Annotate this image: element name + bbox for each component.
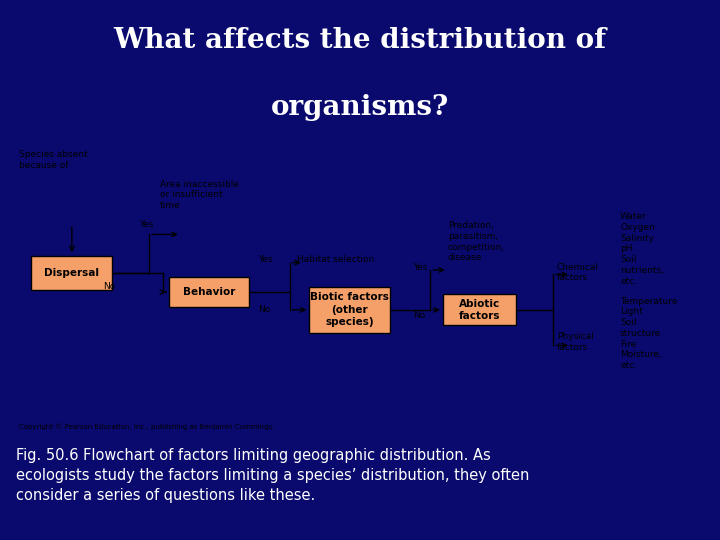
Text: Temperature
Light
Soil
structure
Fire
Moisture,
etc.: Temperature Light Soil structure Fire Mo… <box>620 296 678 370</box>
Text: Abiotic
factors: Abiotic factors <box>459 299 500 321</box>
Text: No: No <box>104 282 116 291</box>
Text: Biotic factors
(other
species): Biotic factors (other species) <box>310 293 389 327</box>
Text: Copyright © Pearson Education, Inc., publishing as Benjamin Cummings.: Copyright © Pearson Education, Inc., pub… <box>19 424 274 430</box>
FancyBboxPatch shape <box>32 256 112 290</box>
Text: Water
Oxygen
Salinity
pH
Soil
nutrients,
etc.: Water Oxygen Salinity pH Soil nutrients,… <box>620 212 664 286</box>
FancyBboxPatch shape <box>309 287 390 333</box>
Text: Yes: Yes <box>258 255 272 264</box>
Text: Predation,
parasitism,
competition,
disease: Predation, parasitism, competition, dise… <box>448 221 505 262</box>
Text: organisms?: organisms? <box>271 94 449 121</box>
Text: Yes: Yes <box>413 262 427 272</box>
Text: Dispersal: Dispersal <box>45 268 99 278</box>
Text: Behavior: Behavior <box>183 287 235 297</box>
Text: No: No <box>258 306 270 314</box>
Text: Chemical
factors: Chemical factors <box>557 262 599 282</box>
Text: What affects the distribution of: What affects the distribution of <box>114 26 606 53</box>
Text: Habitat selection: Habitat selection <box>297 255 374 264</box>
Text: No: No <box>413 312 425 320</box>
Text: Yes: Yes <box>139 220 153 228</box>
Text: Physical
factors: Physical factors <box>557 332 593 352</box>
FancyBboxPatch shape <box>443 294 516 326</box>
FancyBboxPatch shape <box>168 278 249 307</box>
Text: Fig. 50.6 Flowchart of factors limiting geographic distribution. As
ecologists s: Fig. 50.6 Flowchart of factors limiting … <box>16 448 529 503</box>
Text: Species absent
because of: Species absent because of <box>19 150 88 170</box>
Text: Area inaccessible
or insufficient
time: Area inaccessible or insufficient time <box>160 180 239 210</box>
